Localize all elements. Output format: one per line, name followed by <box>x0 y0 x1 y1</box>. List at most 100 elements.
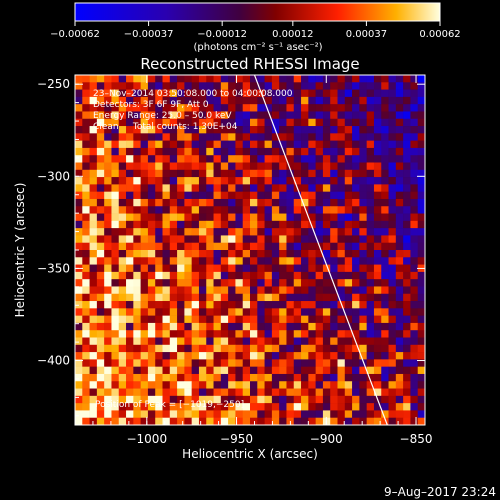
heatmap-cell <box>169 344 178 353</box>
heatmap-cell <box>177 322 185 331</box>
heatmap-cell <box>147 286 156 295</box>
heatmap-cell <box>286 111 295 120</box>
heatmap-cell <box>235 322 244 331</box>
heatmap-cell <box>155 417 163 425</box>
heatmap-cell <box>293 242 302 251</box>
heatmap-cell <box>264 184 273 192</box>
heatmap-cell <box>177 330 185 338</box>
heatmap-cell <box>169 104 178 112</box>
heatmap-cell <box>104 191 112 200</box>
heatmap-cell <box>220 322 229 331</box>
heatmap-cell <box>111 111 120 120</box>
heatmap-cell <box>410 286 419 295</box>
heatmap-cell <box>337 308 346 316</box>
heatmap-cell <box>75 126 83 134</box>
heatmap-cell <box>96 264 105 273</box>
heatmap-cell <box>147 126 156 134</box>
heatmap-cell <box>271 279 280 287</box>
heatmap-cell <box>220 395 229 404</box>
heatmap-cell <box>213 344 222 353</box>
heatmap-cell <box>344 250 353 258</box>
heatmap-cell <box>213 213 222 222</box>
heatmap-cell <box>395 235 404 244</box>
heatmap-cell <box>373 162 382 171</box>
heatmap-cell <box>96 213 105 222</box>
heatmap-cell <box>96 366 105 375</box>
heatmap-cell <box>126 162 134 171</box>
heatmap-cell <box>330 403 338 411</box>
annotation-clean: Clean Total counts: 1.30E+04 <box>93 122 238 132</box>
heatmap-cell <box>89 410 98 419</box>
heatmap-cell <box>330 293 338 302</box>
heatmap-cell <box>271 293 280 302</box>
heatmap-cell <box>213 403 222 411</box>
heatmap-cell <box>279 417 287 425</box>
heatmap-cell <box>213 279 222 287</box>
heatmap-cell <box>82 257 90 265</box>
heatmap-cell <box>359 169 367 178</box>
heatmap-cell <box>235 308 244 316</box>
heatmap-cell <box>308 198 316 207</box>
heatmap-cell <box>82 177 90 185</box>
heatmap-cell <box>96 293 105 302</box>
heatmap-cell <box>89 301 98 309</box>
heatmap-cell <box>315 344 324 353</box>
heatmap-cell <box>213 75 222 83</box>
heatmap-cell <box>155 133 163 141</box>
heatmap-cell <box>104 198 112 207</box>
heatmap-cell <box>388 286 397 295</box>
heatmap-cell <box>250 403 258 411</box>
heatmap-cell <box>330 220 338 229</box>
heatmap-cell <box>373 82 382 90</box>
heatmap-cell <box>228 177 236 185</box>
heatmap-cell <box>118 162 127 171</box>
heatmap-cell <box>242 206 251 214</box>
heatmap-cell <box>169 220 178 229</box>
heatmap-cell <box>191 75 200 83</box>
heatmap-cell <box>366 133 375 141</box>
heatmap-cell <box>228 198 236 207</box>
heatmap-cell <box>271 250 280 258</box>
heatmap-cell <box>206 191 214 200</box>
heatmap-cell <box>271 198 280 207</box>
heatmap-cell <box>250 381 258 389</box>
heatmap-cell <box>337 191 346 200</box>
heatmap-cell <box>330 301 338 309</box>
heatmap-cell <box>417 417 425 425</box>
heatmap-cell <box>322 403 331 411</box>
heatmap-cell <box>250 242 258 251</box>
heatmap-cell <box>315 330 324 338</box>
heatmap-cell <box>155 140 163 149</box>
heatmap-cell <box>352 410 360 419</box>
heatmap-cell <box>133 96 141 105</box>
heatmap-cell <box>403 235 411 244</box>
heatmap-cell <box>308 388 316 397</box>
heatmap-cell <box>213 96 222 105</box>
heatmap-cell <box>235 359 244 367</box>
heatmap-cell <box>104 403 112 411</box>
heatmap-cell <box>293 279 302 287</box>
heatmap-cell <box>89 169 98 178</box>
heatmap-cell <box>410 344 419 353</box>
heatmap-cell <box>140 206 149 214</box>
heatmap-cell <box>373 242 382 251</box>
heatmap-cell <box>250 257 258 265</box>
heatmap-cell <box>264 228 273 236</box>
heatmap-cell <box>373 126 382 134</box>
heatmap-cell <box>301 359 309 367</box>
heatmap-cell <box>162 242 171 251</box>
heatmap-cell <box>213 126 222 134</box>
heatmap-cell <box>220 271 229 280</box>
heatmap-cell <box>366 96 375 105</box>
heatmap-cell <box>286 322 295 331</box>
heatmap-cell <box>366 293 375 302</box>
heatmap-cell <box>322 242 331 251</box>
heatmap-cell <box>264 133 273 141</box>
heatmap-cell <box>271 403 280 411</box>
heatmap-cell <box>213 169 222 178</box>
heatmap-cell <box>220 279 229 287</box>
heatmap-cell <box>381 388 389 397</box>
heatmap-cell <box>352 133 360 141</box>
heatmap-cell <box>184 257 192 265</box>
heatmap-cell <box>250 366 258 375</box>
